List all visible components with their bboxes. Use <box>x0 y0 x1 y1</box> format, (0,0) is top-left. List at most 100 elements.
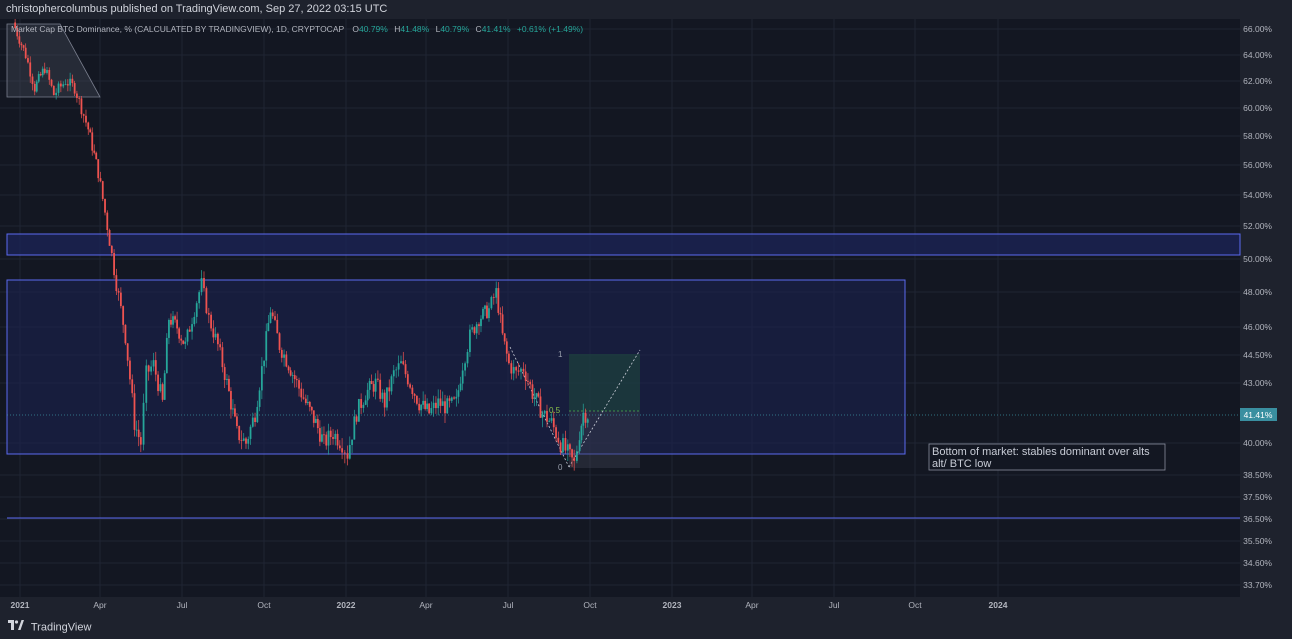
candle-body[interactable] <box>338 445 341 449</box>
candle-body[interactable] <box>78 97 81 99</box>
candle-body[interactable] <box>55 92 58 96</box>
candle-body[interactable] <box>517 370 520 372</box>
price-chart[interactable]: 1 0.5 0 66.00% 64.00% 62.00% 60.00% 58.00% 56… <box>0 19 1292 616</box>
candle-body[interactable] <box>219 344 222 348</box>
candle-body[interactable] <box>386 387 388 408</box>
candle-body[interactable] <box>124 324 127 344</box>
candle-body[interactable] <box>381 392 384 399</box>
candle-body[interactable] <box>293 375 296 380</box>
candle-body[interactable] <box>91 132 94 151</box>
candle-body[interactable] <box>484 305 486 309</box>
candle-body[interactable] <box>383 392 386 408</box>
candle-body[interactable] <box>418 403 421 411</box>
candle-body[interactable] <box>424 400 427 409</box>
candle-body[interactable] <box>379 379 382 399</box>
candle-body[interactable] <box>457 390 460 397</box>
candle-body[interactable] <box>245 438 247 444</box>
candle-body[interactable] <box>332 437 334 439</box>
candle-body[interactable] <box>355 416 358 422</box>
candle-body[interactable] <box>106 212 109 231</box>
candle-body[interactable] <box>22 45 25 48</box>
candle-body[interactable] <box>16 28 19 37</box>
candle-body[interactable] <box>154 360 157 375</box>
candle-body[interactable] <box>165 337 168 374</box>
candle-series[interactable] <box>14 19 589 471</box>
candle-body[interactable] <box>492 297 495 298</box>
candle-body[interactable] <box>482 308 484 319</box>
candle-body[interactable] <box>59 83 62 87</box>
candle-body[interactable] <box>71 78 74 84</box>
candle-body[interactable] <box>298 380 300 389</box>
candle-body[interactable] <box>180 338 183 341</box>
candle-body[interactable] <box>334 433 337 439</box>
candle-body[interactable] <box>512 367 515 374</box>
candle-body[interactable] <box>316 418 319 429</box>
candle-body[interactable] <box>147 365 150 372</box>
price-axis[interactable] <box>1240 19 1292 616</box>
candle-body[interactable] <box>126 343 129 361</box>
candle-body[interactable] <box>306 401 309 404</box>
candle-body[interactable] <box>312 410 315 423</box>
candle-body[interactable] <box>48 70 51 80</box>
candle-body[interactable] <box>87 122 90 130</box>
candle-body[interactable] <box>343 452 346 454</box>
candle-body[interactable] <box>584 412 587 423</box>
time-axis[interactable] <box>0 597 1240 616</box>
candle-body[interactable] <box>351 439 353 445</box>
candle-body[interactable] <box>411 387 414 394</box>
candle-body[interactable] <box>480 318 482 327</box>
candle-body[interactable] <box>163 373 166 400</box>
candle-body[interactable] <box>168 319 170 338</box>
candle-body[interactable] <box>46 70 48 73</box>
candle-body[interactable] <box>104 198 106 213</box>
candle-body[interactable] <box>488 308 490 319</box>
candle-body[interactable] <box>495 288 498 298</box>
candle-body[interactable] <box>430 408 433 414</box>
candle-body[interactable] <box>85 115 87 123</box>
candle-body[interactable] <box>291 375 294 376</box>
candle-body[interactable] <box>508 353 510 364</box>
candle-body[interactable] <box>139 437 142 445</box>
candle-body[interactable] <box>37 74 40 82</box>
candle-body[interactable] <box>531 384 534 399</box>
candle-body[interactable] <box>39 74 42 76</box>
candle-body[interactable] <box>254 417 256 422</box>
candle-body[interactable] <box>566 444 569 451</box>
candle-body[interactable] <box>280 349 283 358</box>
candle-body[interactable] <box>287 366 290 371</box>
candle-body[interactable] <box>409 384 411 388</box>
candle-body[interactable] <box>182 340 185 344</box>
candle-body[interactable] <box>450 397 453 401</box>
candle-body[interactable] <box>178 328 181 339</box>
candle-body[interactable] <box>302 397 305 399</box>
candle-body[interactable] <box>325 434 328 446</box>
candle-body[interactable] <box>137 429 140 438</box>
candle-body[interactable] <box>117 291 120 293</box>
candle-body[interactable] <box>283 354 285 358</box>
candle-body[interactable] <box>304 398 307 404</box>
candle-body[interactable] <box>170 319 172 325</box>
candle-body[interactable] <box>582 412 585 426</box>
candle-body[interactable] <box>228 378 230 392</box>
candle-body[interactable] <box>469 329 471 353</box>
candle-body[interactable] <box>400 361 402 364</box>
candle-body[interactable] <box>198 292 201 304</box>
candle-body[interactable] <box>364 400 367 405</box>
candle-body[interactable] <box>251 417 254 427</box>
candle-body[interactable] <box>191 324 193 332</box>
candle-body[interactable] <box>562 438 564 453</box>
candle-body[interactable] <box>57 83 60 93</box>
candle-body[interactable] <box>24 47 27 59</box>
candle-body[interactable] <box>216 333 219 345</box>
candle-body[interactable] <box>159 384 162 392</box>
candle-body[interactable] <box>95 152 98 160</box>
candle-body[interactable] <box>475 324 478 334</box>
candle-body[interactable] <box>404 364 407 375</box>
candle-body[interactable] <box>152 360 155 367</box>
candle-body[interactable] <box>236 416 238 427</box>
candle-body[interactable] <box>539 396 542 418</box>
candle-body[interactable] <box>402 361 405 365</box>
candle-body[interactable] <box>33 83 36 92</box>
candle-body[interactable] <box>89 129 92 133</box>
candle-body[interactable] <box>444 401 446 414</box>
